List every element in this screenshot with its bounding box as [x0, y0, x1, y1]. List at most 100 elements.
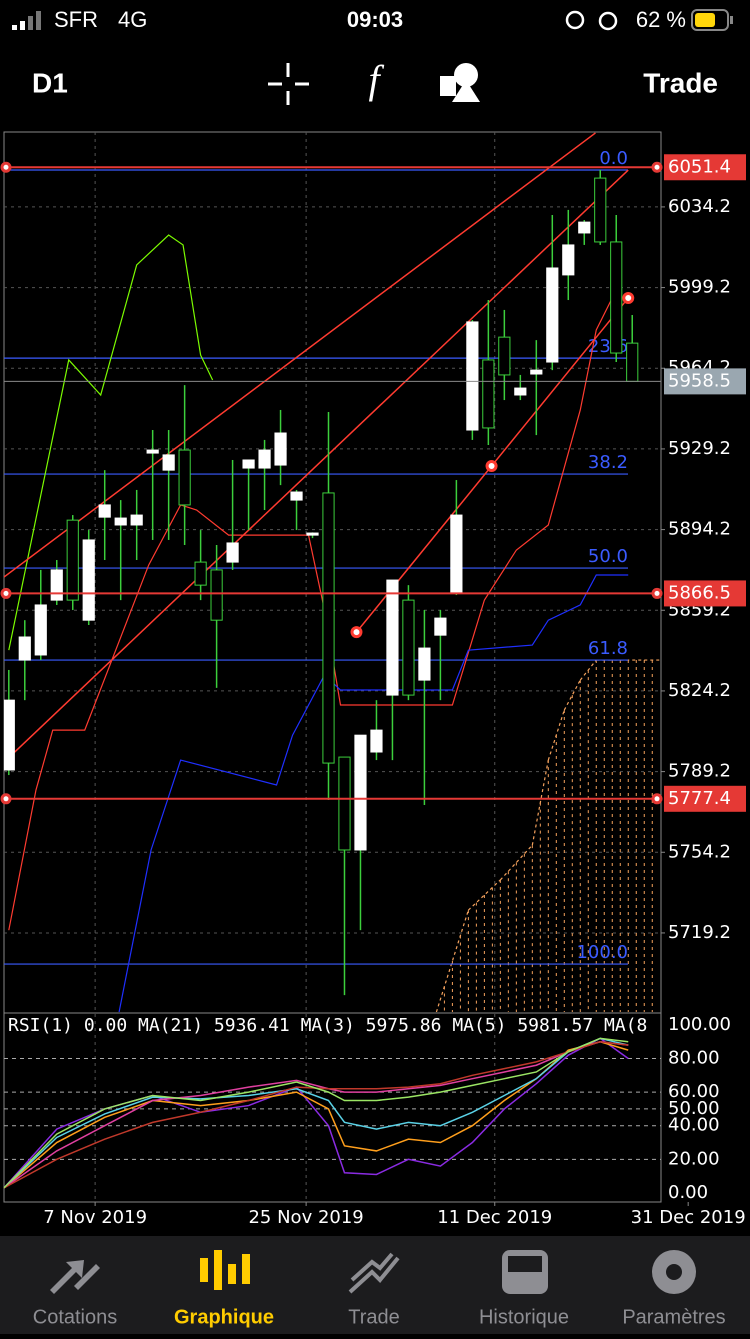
tab-label[interactable]: Trade [348, 1306, 400, 1328]
line-handle [0, 793, 12, 805]
objects-button[interactable] [440, 63, 480, 102]
rsi-tick-label: 40.00 [668, 1115, 720, 1136]
candle-body [322, 492, 335, 764]
fib-label: 100.0 [576, 942, 628, 963]
candle-body [546, 267, 559, 363]
cloud-segment [467, 879, 501, 911]
candle-body [402, 599, 415, 696]
current-price-label: 5958.5 [668, 370, 731, 391]
rsi-line [3, 1037, 629, 1189]
y-tick-label: 5789.2 [668, 761, 731, 782]
trade-button[interactable]: Trade [643, 67, 718, 98]
anchor-point [350, 626, 363, 639]
x-tick-label: 11 Dec 2019 [437, 1207, 552, 1228]
candle-body [66, 519, 79, 601]
historique-icon [502, 1250, 548, 1294]
rsi-line [3, 1040, 629, 1189]
line-handle [0, 587, 12, 599]
x-tick-label: 31 Dec 2019 [631, 1207, 746, 1228]
line-handle [651, 793, 663, 805]
carrier: SFR [54, 7, 98, 32]
candle-body [274, 432, 287, 466]
signal-icon [12, 11, 41, 30]
price-box-label: 5866.5 [668, 582, 731, 603]
rsi-line [3, 1040, 629, 1189]
candle-body [178, 449, 191, 506]
cloud-segment [499, 844, 533, 881]
indicator-line [8, 234, 214, 651]
network: 4G [118, 7, 147, 32]
tab-label[interactable]: Historique [479, 1306, 569, 1328]
candle-body [50, 569, 63, 601]
candle-body [98, 504, 111, 518]
timeframe-button[interactable]: D1 [32, 67, 68, 98]
x-tick-label: 25 Nov 2019 [248, 1207, 363, 1228]
y-tick-label: 5754.2 [668, 841, 731, 862]
y-tick-label: 5929.2 [668, 438, 731, 459]
y-tick-label: 6034.2 [668, 196, 731, 217]
rsi-tick-label: 60.00 [668, 1081, 720, 1102]
candle-body [562, 244, 575, 276]
price-box [664, 785, 746, 812]
line-handle [651, 161, 663, 173]
candle-body [530, 369, 543, 375]
parametres-icon [652, 1250, 696, 1294]
tab-label[interactable]: Graphique [174, 1306, 274, 1328]
y-tick-label: 5824.2 [668, 680, 731, 701]
candle-body [130, 514, 143, 526]
rsi-line [3, 1037, 629, 1189]
fib-label: 0.0 [599, 148, 628, 169]
candle-body [354, 734, 367, 851]
rsi-legend: RSI(1) 0.00 MA(21) 5936.41 MA(3) 5975.86… [8, 1015, 647, 1036]
price-box [664, 154, 746, 181]
tab-icons [50, 1250, 696, 1294]
candle-body [338, 756, 351, 851]
tab-label[interactable]: Paramètres [622, 1306, 725, 1328]
candle-body [226, 542, 239, 563]
trendline [4, 132, 596, 578]
battery-level: 62 % [636, 7, 686, 32]
candle-body [210, 569, 223, 621]
candle-body [4, 699, 15, 771]
candle-body [258, 449, 271, 469]
candle-body [306, 532, 319, 536]
price-box-label: 5777.4 [668, 788, 731, 809]
tab-label[interactable]: Cotations [33, 1306, 118, 1328]
crosshair-button[interactable] [268, 63, 309, 105]
candle-body [450, 514, 463, 594]
candle-body [482, 359, 495, 429]
candle-body [370, 729, 383, 753]
graphique-icon [200, 1250, 250, 1290]
fib-label: 61.8 [588, 638, 628, 659]
candle-body [18, 636, 31, 661]
fib-label: 50.0 [588, 546, 628, 567]
chart-frame [3, 131, 662, 1203]
y-tick-label: 5894.2 [668, 519, 731, 540]
candle-body [162, 454, 175, 471]
candle-body [434, 617, 447, 636]
cotations-icon [50, 1260, 100, 1294]
candle-body [498, 336, 511, 376]
candle-body [466, 321, 479, 431]
rsi-tick-label: 80.00 [668, 1048, 720, 1069]
battery-icon [691, 9, 733, 31]
status-icons [565, 10, 618, 31]
candle-body [610, 241, 623, 354]
rsi-tick-label: 20.00 [668, 1148, 720, 1169]
y-tick-label: 5719.2 [668, 922, 731, 943]
candle-body [290, 491, 303, 501]
rsi-tick-label: 100.00 [668, 1014, 731, 1035]
candle-body [514, 387, 527, 396]
anchor-point [622, 291, 635, 304]
tab-bar [0, 1236, 750, 1334]
current-price-box [664, 368, 746, 395]
candle-body [194, 561, 207, 586]
line-handle [0, 161, 12, 173]
anchor-point [485, 459, 498, 472]
candle-body [578, 221, 591, 234]
trade-icon [348, 1252, 400, 1294]
